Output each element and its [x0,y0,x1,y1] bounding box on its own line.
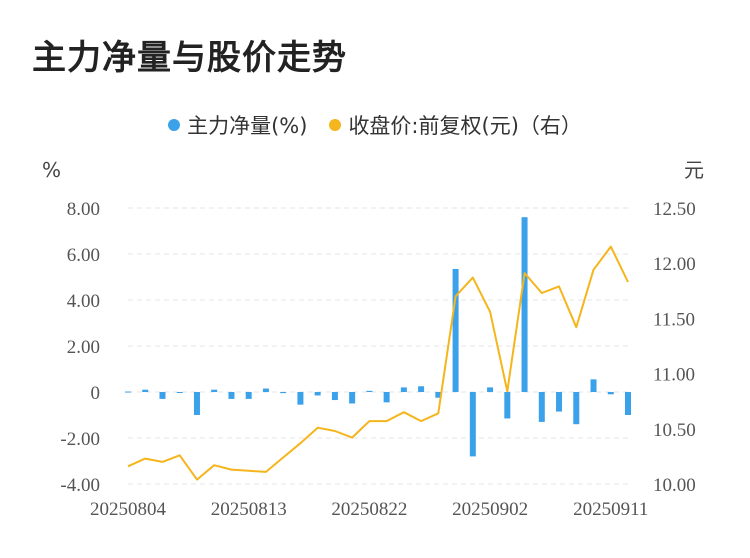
net-volume-bar [366,390,373,392]
net-volume-bar [590,379,597,392]
net-volume-bar [349,392,356,404]
net-volume-bar [314,392,321,396]
net-volume-bar [383,392,390,403]
net-volume-bar [435,392,442,398]
net-volume-bar [400,387,407,392]
gridlines [128,207,628,485]
net-volume-bar [607,392,614,395]
right-axis-ticks: 12.50 12.00 11.50 11.00 10.50 10.00 [653,199,696,496]
chart-title: 主力净量与股价走势 [32,38,347,78]
net-volume-bar [625,392,631,415]
net-volume-bar [556,392,563,412]
net-volume-bar [452,268,459,392]
net-volume-bar [211,389,218,392]
x-tick-label: 20250822 [331,499,407,520]
net-volume-bar [193,392,200,415]
left-tick-label: 4.00 [67,291,100,312]
right-tick-label: 11.00 [653,365,695,386]
net-volume-bar [125,391,131,393]
x-axis-ticks: 20250804 20250813 20250822 20250902 20250911 [90,499,648,520]
left-tick-label: 6.00 [67,245,100,266]
legend-label-close-price: 收盘价:前复权(元)（右） [348,114,582,138]
net-volume-bar [331,392,338,401]
x-tick-label: 20250813 [211,499,287,520]
left-axis-ticks: 8.00 6.00 4.00 2.00 0 -2.00 -4.00 [60,199,100,496]
net-volume-bar [228,392,235,399]
right-tick-label: 11.50 [653,309,695,330]
net-volume-bar [176,392,183,393]
left-tick-label: -4.00 [60,475,100,496]
right-tick-label: 10.00 [653,475,696,496]
net-volume-bar [487,387,494,392]
net-volume-bar [538,392,545,422]
legend: 主力净量(%) 收盘价:前复权(元)（右） [0,110,750,140]
legend-marker-bar [168,119,181,131]
left-tick-label: -2.00 [60,429,100,450]
net-volume-bar [297,392,304,405]
right-tick-label: 12.50 [653,199,696,220]
close-price-line-group [127,245,629,481]
net-volume-bar [280,392,287,394]
right-tick-label: 12.00 [653,254,696,275]
x-tick-label: 20250804 [90,499,167,520]
right-axis-unit: 元 [684,158,704,182]
left-tick-label: 0 [91,383,101,404]
net-volume-bar [469,392,476,457]
net-volume-bar [418,386,425,392]
x-tick-label: 20250911 [573,499,648,520]
net-volume-bar [573,392,580,425]
left-tick-label: 8.00 [67,199,100,220]
net-volume-bar [504,392,511,419]
right-tick-label: 10.50 [653,420,696,441]
legend-marker-line [329,119,342,131]
legend-item-net-volume[interactable]: 主力净量(%) [168,110,307,140]
left-axis-unit: % [42,158,61,182]
net-volume-bar [159,392,166,399]
net-volume-bar [142,389,149,392]
net-volume-bar [245,392,252,399]
left-tick-label: 2.00 [67,337,100,358]
legend-label-net-volume: 主力净量(%) [187,114,308,138]
net-volume-bars [125,217,631,457]
close-price-line [127,245,629,481]
legend-item-close-price[interactable]: 收盘价:前复权(元)（右） [329,110,582,140]
net-volume-bar [262,388,269,392]
x-tick-label: 20250902 [452,499,528,520]
net-volume-bar [521,217,528,392]
